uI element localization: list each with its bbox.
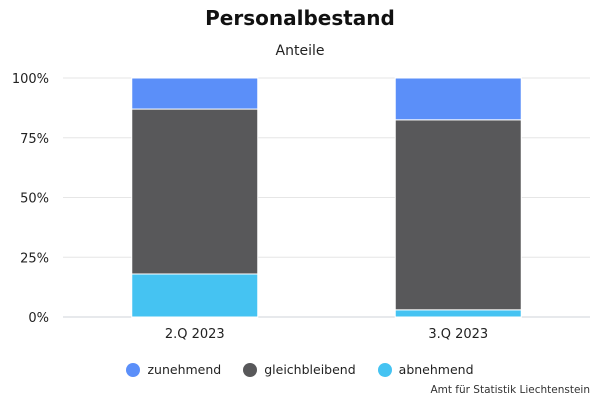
y-tick-label: 25% [20, 251, 49, 266]
legend-swatch [243, 362, 258, 377]
legend-item[interactable]: abnehmend [377, 362, 474, 377]
legend-label: abnehmend [398, 362, 474, 377]
legend-item[interactable]: gleichbleibend [243, 362, 356, 377]
y-tick-label: 50% [20, 192, 49, 207]
x-tick-label: 2.Q 2023 [165, 327, 225, 342]
y-tick-label: 0% [28, 311, 49, 326]
bar-segment-zunehmend [131, 77, 259, 110]
chart-subtitle: Anteile [275, 43, 325, 59]
bar-segment-zunehmend [394, 77, 522, 121]
legend-label: zunehmend [147, 362, 222, 377]
bar-segment-gleichbleibend [131, 108, 259, 275]
chart-title: Personalbestand [205, 6, 395, 30]
y-tick-label: 100% [12, 72, 49, 87]
x-tick-label: 3.Q 2023 [428, 327, 488, 342]
chart-legend: zunehmend gleichbleibend abnehmend [0, 362, 600, 377]
bar-segment-abnehmend [394, 309, 522, 318]
source-credit: Amt für Statistik Liechtenstein [430, 384, 590, 396]
legend-swatch [126, 362, 141, 377]
legend-swatch [377, 362, 392, 377]
bar-segment-abnehmend [131, 273, 259, 318]
legend-label: gleichbleibend [264, 362, 356, 377]
y-tick-label: 75% [20, 132, 49, 147]
bar-segment-gleichbleibend [394, 119, 522, 311]
legend-item[interactable]: zunehmend [126, 362, 221, 377]
